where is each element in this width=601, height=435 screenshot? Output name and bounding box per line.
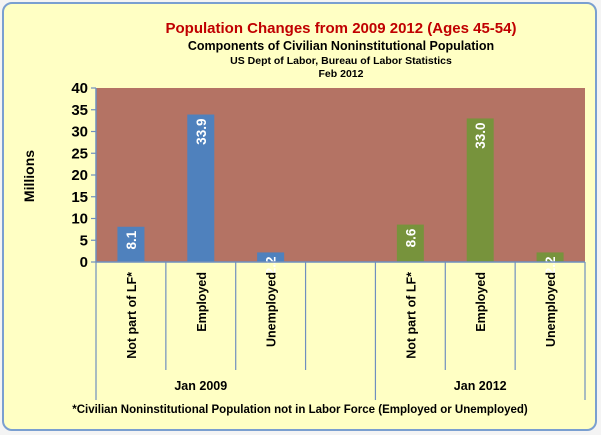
- chart-subtitle: Components of Civilian Noninstitutional …: [188, 39, 494, 53]
- y-tick-label: 15: [71, 189, 88, 206]
- y-axis-label: Millions: [21, 150, 37, 202]
- chart-title: Population Changes from 2009 2012 (Ages …: [166, 20, 517, 37]
- category-label: Employed: [195, 272, 209, 332]
- data-label: 2.2: [264, 256, 279, 275]
- category-label: Unemployed: [265, 272, 279, 347]
- bar: [536, 252, 564, 262]
- data-label: 33.9: [194, 119, 209, 145]
- category-label: Not part of LF*: [125, 272, 139, 359]
- y-tick-label: 35: [71, 102, 88, 119]
- bar: [117, 226, 145, 262]
- plot-area: [96, 88, 585, 262]
- y-tick-label: 25: [71, 145, 88, 162]
- bar: [187, 114, 215, 262]
- category-label: Not part of LF*: [404, 272, 418, 359]
- bar: [396, 224, 424, 262]
- data-label: 2.2: [543, 256, 558, 275]
- footnote: *Civilian Noninstitutional Population no…: [72, 404, 528, 416]
- category-label: Unemployed: [544, 272, 558, 347]
- group-label: Jan 2012: [454, 379, 507, 393]
- bar: [257, 252, 285, 262]
- data-label: 8.1: [124, 230, 139, 249]
- y-tick-label: 5: [80, 232, 88, 249]
- y-tick-label: 10: [71, 211, 88, 228]
- group-label: Jan 2009: [174, 379, 227, 393]
- chart-source: US Dept of Labor, Bureau of Labor Statis…: [230, 55, 452, 67]
- data-label: 8.6: [403, 228, 418, 247]
- y-tick-label: 30: [71, 124, 88, 141]
- y-tick-label: 20: [71, 167, 88, 184]
- y-tick-label: 0: [80, 254, 88, 271]
- chart-date: Feb 2012: [319, 68, 364, 80]
- bar: [466, 118, 494, 262]
- category-label: Employed: [474, 272, 488, 332]
- data-label: 33.0: [473, 122, 488, 148]
- y-tick-label: 40: [71, 80, 88, 97]
